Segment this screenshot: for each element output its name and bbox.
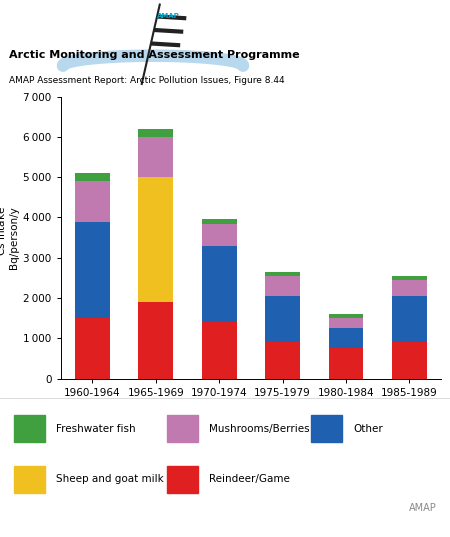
Bar	[139, 302, 173, 379]
Bar	[265, 276, 300, 296]
Bar	[166, 415, 198, 442]
Bar	[328, 318, 363, 328]
Bar	[265, 343, 300, 379]
Text: Reindeer/Game: Reindeer/Game	[209, 474, 290, 484]
Text: AMAP Assessment Report: Arctic Pollution Issues, Figure 8.44: AMAP Assessment Report: Arctic Pollution…	[9, 76, 284, 85]
Text: AMAP: AMAP	[157, 13, 180, 19]
Bar	[139, 129, 173, 137]
Bar	[392, 280, 427, 296]
Bar	[265, 296, 300, 343]
Text: Freshwater fish: Freshwater fish	[56, 424, 136, 433]
Bar	[75, 173, 110, 181]
Text: Mushrooms/Berries: Mushrooms/Berries	[209, 424, 310, 433]
Bar	[202, 245, 237, 322]
Bar	[265, 272, 300, 276]
Bar	[328, 314, 363, 318]
Bar	[139, 137, 173, 177]
Bar	[202, 223, 237, 246]
Bar	[75, 221, 110, 318]
Text: Other: Other	[353, 424, 383, 433]
Bar	[310, 415, 342, 442]
Bar	[328, 349, 363, 379]
Bar	[392, 276, 427, 280]
Text: Arctic Monitoring and Assessment Programme: Arctic Monitoring and Assessment Program…	[9, 50, 300, 60]
Bar	[14, 466, 45, 492]
Text: Sheep and goat milk: Sheep and goat milk	[56, 474, 164, 484]
Y-axis label: $^{137}$Cs intake
Bq/person/y: $^{137}$Cs intake Bq/person/y	[0, 206, 19, 270]
Bar	[139, 177, 173, 302]
Bar	[202, 220, 237, 223]
Text: AMAP: AMAP	[409, 503, 436, 513]
Bar	[392, 343, 427, 379]
Bar	[75, 181, 110, 221]
Bar	[202, 322, 237, 379]
Bar	[392, 296, 427, 343]
Bar	[328, 328, 363, 349]
Bar	[75, 318, 110, 379]
Bar	[14, 415, 45, 442]
Bar	[166, 466, 198, 492]
